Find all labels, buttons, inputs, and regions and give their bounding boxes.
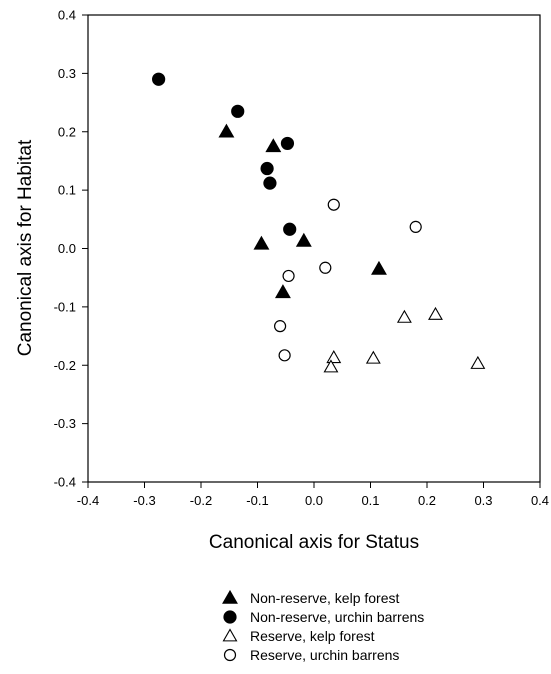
x-tick-label: 0.2: [418, 493, 436, 508]
circle-open-point: [327, 198, 340, 211]
y-tick-label: 0.3: [58, 66, 76, 81]
triangle-filled-point: [371, 260, 387, 275]
circle-filled-point: [152, 72, 166, 86]
circle-open-point: [278, 349, 291, 362]
legend: Non-reserve, kelp forest Non-reserve, urc…: [222, 589, 424, 663]
circle-open-point: [319, 261, 332, 274]
y-tick-label: 0.2: [58, 124, 76, 139]
x-tick-label: -0.4: [77, 493, 99, 508]
x-tick-label: 0.3: [474, 493, 492, 508]
y-tick-label: -0.1: [54, 299, 76, 314]
legend-circle-icon: [223, 648, 237, 662]
y-tick-label: 0.0: [58, 241, 76, 256]
legend-label: Reserve, kelp forest: [250, 628, 375, 644]
x-tick-label: 0.4: [531, 493, 549, 508]
x-tick-label: -0.2: [190, 493, 212, 508]
legend-label: Reserve, urchin barrens: [250, 647, 399, 663]
circle-filled-point: [263, 176, 277, 190]
legend-label: Non-reserve, kelp forest: [250, 590, 400, 606]
x-tick-label: 0.1: [361, 493, 379, 508]
triangle-open-point: [323, 359, 339, 373]
data-points: [152, 72, 486, 373]
x-tick-label: 0.0: [305, 493, 323, 508]
y-tick-label: 0.4: [58, 8, 76, 23]
triangle-open-point: [396, 309, 412, 323]
circle-open-point: [274, 320, 287, 333]
triangle-filled-point: [265, 138, 282, 153]
legend-triangle-icon: [222, 628, 238, 642]
y-axis-ticks: -0.4 -0.3 -0.2 -0.1 0.0 0.1 0.2 0.3 0.4: [54, 8, 88, 490]
circle-filled-point: [283, 222, 297, 236]
triangle-open-point: [326, 350, 342, 364]
y-tick-label: 0.1: [58, 183, 76, 198]
y-tick-label: -0.4: [54, 475, 76, 490]
circle-filled-point: [280, 136, 295, 151]
triangle-filled-point: [218, 123, 235, 138]
circle-open-point: [409, 220, 422, 234]
triangle-filled-point: [253, 235, 270, 250]
triangle-filled-point: [274, 284, 291, 299]
triangle-open-point: [470, 355, 486, 369]
plot-frame: [87, 14, 541, 483]
legend-circle-icon: [223, 610, 237, 624]
y-tick-label: -0.2: [54, 358, 76, 373]
triangle-open-point: [428, 306, 443, 320]
x-tick-label: -0.1: [246, 493, 268, 508]
legend-triangle-icon: [222, 589, 238, 604]
circle-filled-point: [260, 161, 274, 176]
circle-open-point: [282, 269, 295, 283]
x-axis-ticks: -0.4 -0.3 -0.2 -0.1 0.0 0.1 0.2 0.3 0.4: [77, 482, 549, 508]
x-tick-label: -0.3: [133, 493, 155, 508]
legend-label: Non-reserve, urchin barrens: [250, 609, 424, 625]
y-axis-title: Canonical axis for Habitat: [15, 139, 36, 356]
triangle-filled-point: [295, 232, 312, 247]
x-axis-title: Canonical axis for Status: [209, 532, 419, 553]
y-tick-label: -0.3: [54, 416, 76, 431]
triangle-open-point: [365, 350, 381, 364]
circle-filled-point: [231, 104, 245, 118]
